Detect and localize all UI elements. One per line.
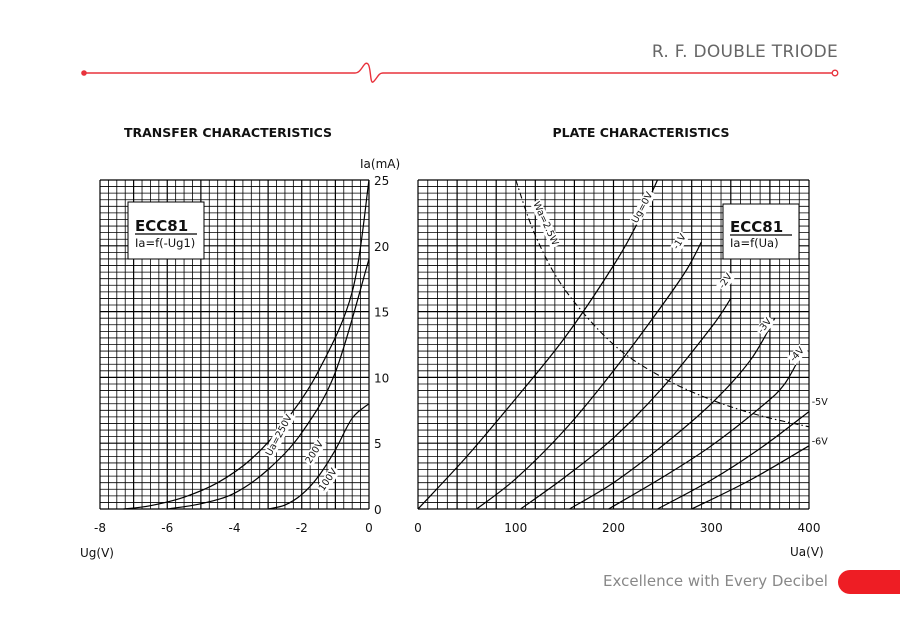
- transfer-characteristics-chart: TRANSFER CHARACTERISTICS Ua=250V 200V100V…: [80, 125, 400, 560]
- header-rule-dot-left: [81, 70, 87, 76]
- info-box-title: ECC81: [730, 218, 783, 236]
- series-line: [476, 241, 703, 510]
- series-line: [691, 445, 810, 510]
- series-label-backdrop: [810, 397, 830, 409]
- plate-characteristics-chart: PLATE CHARACTERISTICS Ug=0V-1V-2V-3V-4V-…: [414, 125, 830, 559]
- series-line: [520, 298, 732, 510]
- y-tick-label: 15: [374, 306, 389, 320]
- x-tick-label: 400: [798, 521, 821, 535]
- footer-tagline: Excellence with Every Decibel: [603, 572, 828, 590]
- series-line: [515, 179, 810, 428]
- page-title: R. F. DOUBLE TRIODE: [651, 42, 838, 62]
- series-line: [657, 411, 810, 510]
- info-box-subtitle: Ia=f(Ua): [730, 236, 779, 250]
- series-label: -6V: [812, 437, 828, 448]
- series-label: -2V: [717, 271, 735, 291]
- y-axis-label: Ia(mA): [360, 157, 400, 171]
- series-label-backdrop: [787, 343, 808, 366]
- series-label: -5V: [812, 397, 828, 408]
- y-tick-label: 20: [374, 240, 389, 254]
- series-label-backdrop: [316, 465, 341, 495]
- x-tick-label: 100: [504, 521, 527, 535]
- series-label-backdrop: [810, 436, 830, 448]
- info-box-title: ECC81: [135, 217, 188, 235]
- x-tick-label: 0: [414, 521, 422, 535]
- footer-accent-tab: [838, 570, 900, 594]
- y-tick-label: 5: [374, 437, 382, 451]
- series-line: [167, 258, 370, 510]
- tick-labels: 0 100 200 300 400: [414, 521, 820, 535]
- chart-title: PLATE CHARACTERISTICS: [553, 125, 730, 140]
- x-tick-label: 300: [700, 521, 723, 535]
- series-label-backdrop: [629, 189, 656, 227]
- x-tick-label: -2: [296, 521, 308, 535]
- x-axis-label: Ua(V): [790, 545, 824, 559]
- info-box-subtitle: Ia=f(-Ug1): [135, 236, 195, 250]
- chart-grid: [417, 179, 810, 510]
- series-label: -4V: [788, 345, 807, 365]
- x-tick-label: 0: [365, 521, 373, 535]
- series-label-backdrop: [755, 314, 776, 337]
- series-label-backdrop: [263, 411, 296, 459]
- chart-series: [123, 179, 370, 510]
- chart-info-box: ECC81 Ia=f(Ua): [722, 203, 800, 260]
- header-rule: [81, 62, 839, 83]
- chart-info-box: ECC81 Ia=f(-Ug1): [127, 201, 205, 260]
- chart-series: [417, 179, 810, 510]
- series-label-backdrop: [530, 199, 561, 249]
- series-label-backdrop: [670, 230, 690, 253]
- y-tick-label: 25: [374, 174, 389, 188]
- x-tick-label: -4: [229, 521, 241, 535]
- info-box-frame: [722, 203, 800, 260]
- chart-title: TRANSFER CHARACTERISTICS: [124, 125, 332, 140]
- tick-labels: -8 -6 -4 -2 00 5 10 15 20 25: [94, 174, 389, 535]
- x-tick-label: -6: [161, 521, 173, 535]
- series-line: [569, 317, 776, 510]
- series-line: [608, 348, 805, 510]
- x-tick-label: -8: [94, 521, 106, 535]
- series-label-backdrop: [303, 437, 327, 467]
- y-tick-label: 0: [374, 503, 382, 517]
- series-line: [267, 403, 370, 510]
- series-label: -3V: [756, 316, 775, 336]
- header-rule-dot-right: [831, 69, 839, 77]
- x-axis-label: Ug(V): [80, 546, 114, 560]
- info-box-frame: [127, 201, 205, 260]
- y-tick-label: 10: [374, 371, 389, 385]
- series-label-backdrop: [716, 270, 736, 292]
- x-tick-label: 200: [602, 521, 625, 535]
- series-line: [123, 179, 370, 510]
